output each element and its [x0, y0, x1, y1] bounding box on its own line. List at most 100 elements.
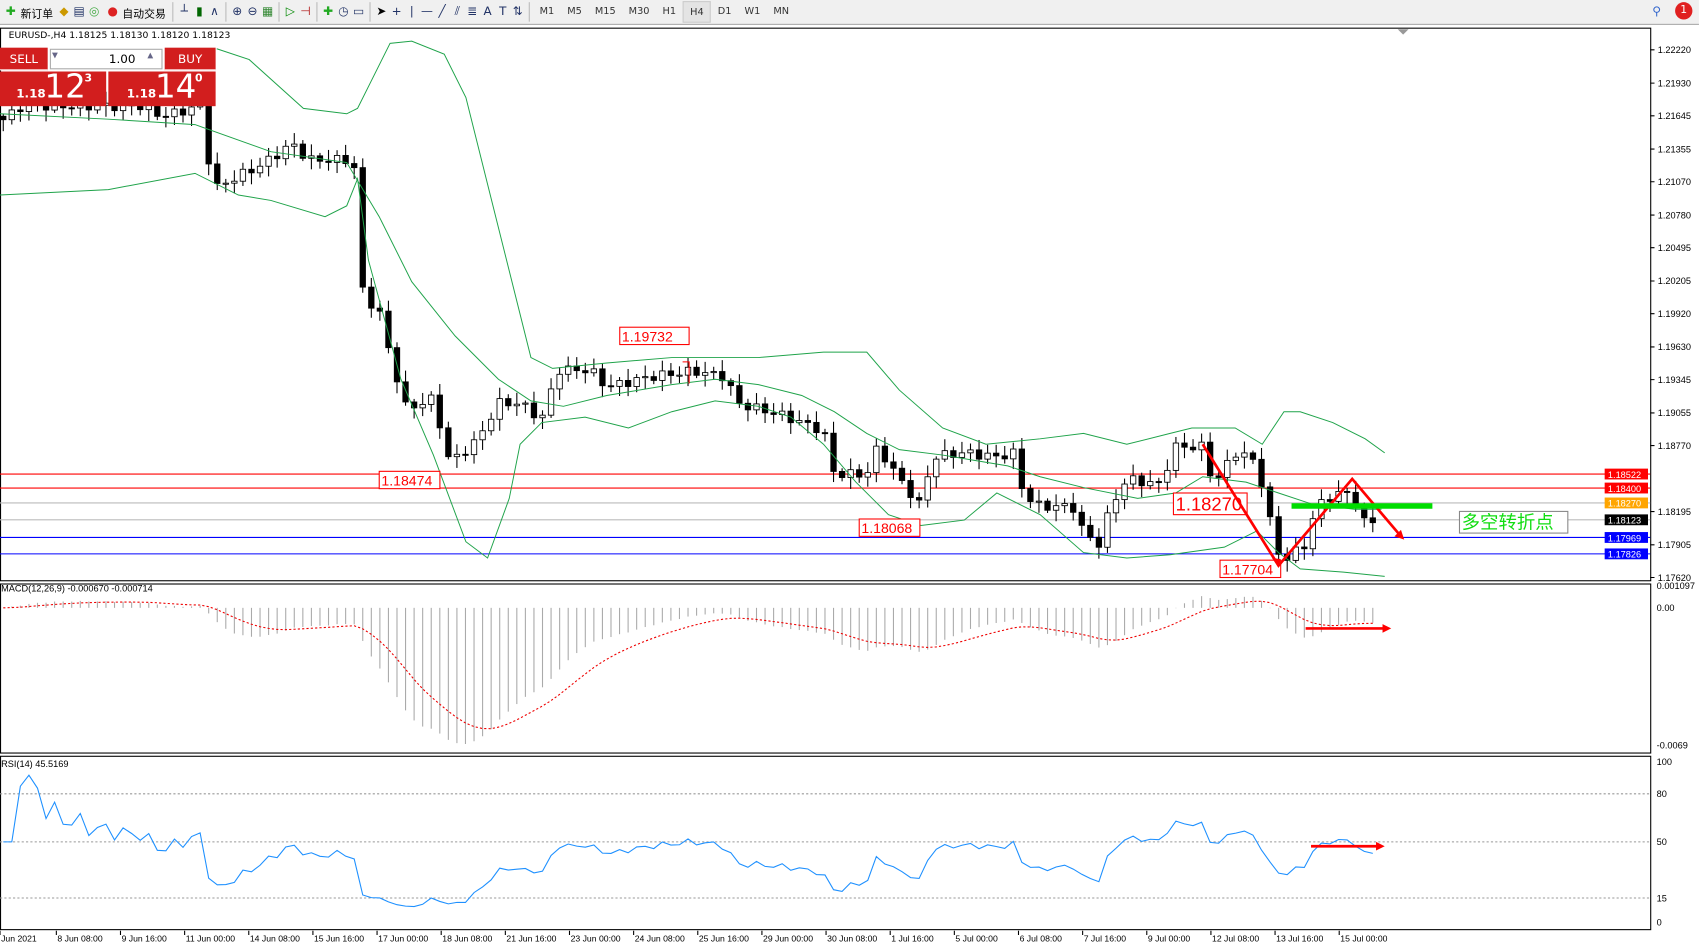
timeframe-m1[interactable]: M1 [539, 6, 555, 18]
macd-signal-line [3, 600, 1373, 730]
bullish-candle [1061, 503, 1068, 507]
sell-button[interactable]: SELL [0, 47, 48, 71]
price-level-tag [1604, 468, 1649, 480]
notification-badge[interactable]: 1 [1675, 2, 1693, 20]
bearish-candle [582, 370, 589, 374]
bearish-candle [898, 467, 906, 481]
price-chart[interactable]: 1.22220 1.21930 1.21645 1.21355 1.21070 1.207… [0, 26, 1699, 945]
candles [0, 90, 1376, 572]
time-axis-label: 12 Jul 08:00 [1212, 934, 1259, 944]
auto-scroll-icon[interactable]: ▷ [285, 4, 295, 19]
chart-shift-icon[interactable]: ⊣ [300, 4, 311, 19]
candlestick-icon[interactable]: ▮ [196, 4, 203, 19]
timeframe-h1[interactable]: H1 [662, 6, 677, 18]
timeframe-m5[interactable]: M5 [567, 6, 582, 18]
bullish-candle [1052, 505, 1060, 511]
bearish-candle [624, 380, 632, 387]
zoom-in-icon[interactable]: ⊕ [232, 4, 243, 19]
chart-shift-marker [1397, 29, 1409, 35]
bearish-candle [1258, 458, 1265, 488]
time-axis-label: 15 Jun 16:00 [314, 934, 364, 944]
bar-chart-icon[interactable]: ┴ [180, 4, 188, 19]
line-chart-icon[interactable]: ∧ [210, 4, 219, 19]
timeframe-mn[interactable]: MN [773, 6, 790, 18]
bullish-candle [222, 182, 229, 185]
bullish-candle [590, 368, 598, 374]
price-axis-label: 1.17905 [1658, 540, 1691, 550]
buy-button[interactable]: BUY [164, 47, 216, 71]
price-annotation-box [858, 518, 921, 537]
bearish-candle [162, 115, 170, 118]
new-order-button[interactable]: ✚ 新订单 [0, 1, 56, 23]
bearish-candle [1275, 516, 1282, 555]
bearish-candle [821, 432, 829, 435]
bearish-candle [325, 160, 332, 163]
bearish-candle [650, 376, 657, 381]
sell-price[interactable]: 1.18 12 3 [0, 68, 107, 107]
fibonacci-icon[interactable]: ≣ [467, 4, 478, 19]
timeframe-m30[interactable]: M30 [628, 6, 650, 18]
bearish-candle [1155, 481, 1162, 484]
lot-decrease-button[interactable]: ▼ [52, 50, 58, 60]
vertical-line-icon[interactable]: | [409, 4, 414, 19]
bearish-candle [719, 371, 726, 382]
indicators-icon[interactable]: ✚ [323, 4, 334, 19]
price-axis-label: 1.21930 [1658, 78, 1691, 88]
timeframe-h4[interactable]: H4 [682, 1, 712, 23]
bullish-candle [847, 469, 854, 478]
periods-icon[interactable]: ◷ [338, 4, 349, 19]
auto-trading-button[interactable]: ● 自动交易 [102, 1, 169, 23]
text-icon[interactable]: A [483, 4, 492, 19]
crosshair-icon[interactable]: + [391, 4, 402, 19]
bullish-candle [633, 377, 640, 387]
bearish-candle [137, 105, 144, 111]
cursor-icon[interactable]: ➤ [376, 4, 387, 19]
horizontal-line-icon[interactable]: — [420, 4, 433, 19]
trendline-icon[interactable]: ╱ [438, 4, 446, 19]
separator [528, 2, 530, 22]
text-label-icon[interactable]: T [499, 4, 507, 19]
templates-icon[interactable]: ▭ [353, 4, 365, 19]
buy-price[interactable]: 1.18 14 0 [108, 68, 216, 107]
bearish-candle [376, 307, 384, 312]
bearish-candle [856, 469, 863, 478]
bollinger-upper-band [216, 40, 1385, 454]
bearish-candle [599, 368, 606, 387]
navigator-icon[interactable]: ▤ [73, 4, 85, 19]
arrows-icon[interactable]: ⇅ [512, 4, 523, 19]
bullish-candle [967, 449, 974, 454]
timeframe-m15[interactable]: M15 [594, 6, 616, 18]
arrow-head [1272, 558, 1281, 568]
price-level-label: 1.18270 [1608, 499, 1641, 509]
bullish-candle [1232, 456, 1239, 461]
zoom-out-icon[interactable]: ⊖ [247, 4, 258, 19]
bullish-candle [1309, 518, 1317, 550]
search-icon[interactable]: ⚲ [1652, 4, 1662, 19]
auto-trading-icon: ● [107, 4, 118, 19]
time-axis-label: 11 Jun 00:00 [186, 934, 236, 944]
signals-icon[interactable]: ◎ [89, 4, 100, 19]
timeframe-w1[interactable]: W1 [744, 6, 761, 18]
bullish-candle [753, 403, 760, 411]
bearish-candle [1369, 517, 1376, 524]
price-axis-label: 1.18770 [1658, 441, 1691, 451]
bullish-candle [239, 168, 247, 182]
tile-windows-icon[interactable]: ▦ [261, 4, 274, 19]
price-axis-label: 1.19345 [1658, 375, 1691, 385]
bearish-candle [770, 412, 777, 415]
timeframe-d1[interactable]: D1 [717, 6, 732, 18]
bullish-candle [470, 439, 478, 456]
bearish-candle [915, 497, 923, 501]
bearish-candle [1044, 500, 1051, 511]
lot-increase-button[interactable]: ▲ [147, 50, 154, 60]
price-annotation: 1.18474 [381, 472, 432, 488]
bullish-candle [1121, 483, 1128, 501]
rsi-axis-label: 15 [1657, 893, 1667, 903]
price-axis-label: 1.19055 [1658, 408, 1691, 418]
lot-size-input[interactable]: 1.00 [49, 48, 163, 70]
bullish-candle [282, 145, 289, 160]
price-axis-label: 1.20205 [1658, 276, 1691, 286]
market-watch-icon[interactable]: ◆ [59, 4, 69, 19]
bullish-candle [924, 476, 931, 501]
equidistant-channel-icon[interactable]: ⫽ [454, 4, 460, 19]
